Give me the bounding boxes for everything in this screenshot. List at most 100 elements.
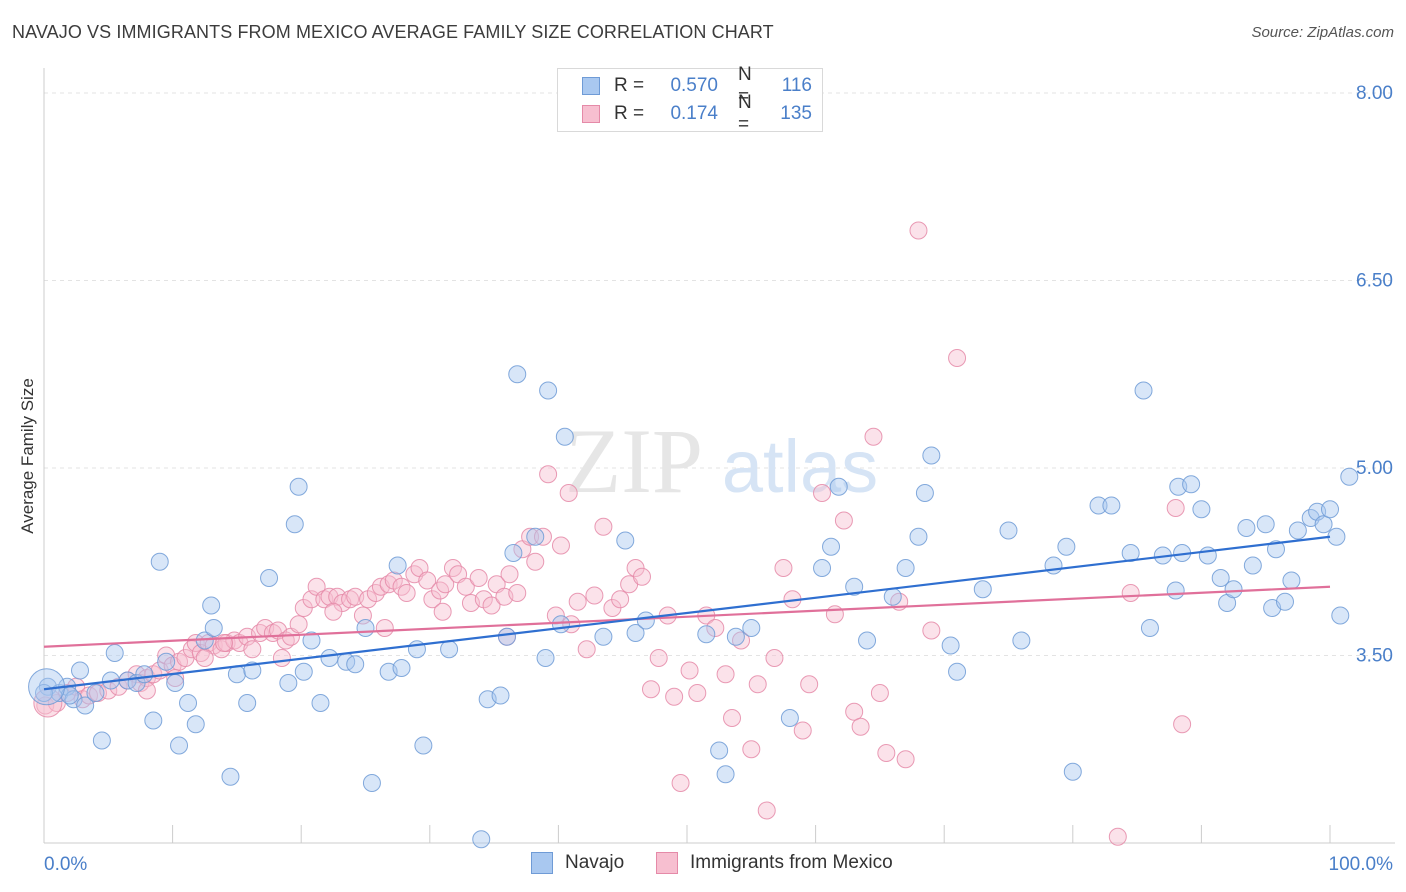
- navajo-point: [636, 611, 655, 630]
- mexico-point: [716, 665, 735, 684]
- mexico-point: [671, 774, 690, 792]
- navajo-point: [186, 715, 205, 734]
- series-legend: Navajo Immigrants from Mexico: [0, 852, 1406, 878]
- navajo-point: [1340, 467, 1359, 486]
- navajo-point: [320, 649, 339, 667]
- navajo-point: [726, 627, 745, 646]
- x-tick-labels: 0.0% 100.0%: [44, 854, 1393, 875]
- navajo-point: [1211, 569, 1230, 587]
- y-tick-label: 3.50: [1356, 646, 1393, 667]
- mexico-point: [546, 606, 565, 625]
- navajo-point: [1057, 537, 1076, 556]
- trend-lines: [43, 535, 1331, 691]
- mexico-point: [539, 465, 558, 484]
- mexico-point: [765, 649, 784, 667]
- chart-title: NAVAJO VS IMMIGRANTS FROM MEXICO AVERAGE…: [12, 22, 774, 42]
- navajo-point: [1134, 381, 1153, 400]
- navajo-point: [1089, 496, 1108, 515]
- mexico-point: [533, 527, 552, 546]
- mexico-point: [649, 649, 668, 667]
- navajo-point: [86, 684, 105, 702]
- legend-item-navajo[interactable]: Navajo: [531, 852, 624, 874]
- mexico-point: [1173, 715, 1192, 734]
- mexico-point: [688, 684, 707, 702]
- navajo-point: [948, 662, 967, 681]
- navajo-point: [973, 580, 992, 599]
- navajo-point: [829, 477, 848, 496]
- navajo-point: [202, 596, 221, 615]
- navajo-point: [302, 631, 321, 650]
- legend-swatch-navajo: [582, 77, 600, 95]
- mexico-point: [272, 649, 291, 667]
- navajo-point: [221, 767, 240, 786]
- legend-label-mexico: Immigrants from Mexico: [690, 852, 893, 873]
- navajo-point: [279, 674, 298, 692]
- mexico-point: [800, 675, 819, 694]
- mexico-point: [551, 536, 570, 555]
- navajo-point: [157, 652, 176, 671]
- mexico-point: [909, 221, 928, 240]
- mexico-point: [757, 801, 776, 820]
- mexico-point: [641, 680, 660, 699]
- navajo-point: [909, 527, 928, 546]
- legend-swatch-mexico: [582, 105, 600, 123]
- y-tick-label: 6.50: [1356, 271, 1393, 292]
- y-tick-label: 8.00: [1356, 83, 1393, 104]
- legend-r-value: 0.570: [670, 75, 718, 96]
- navajo-point: [915, 484, 934, 502]
- navajo-point: [813, 559, 832, 577]
- navajo-point: [1012, 631, 1031, 650]
- legend-n-value: 116: [781, 75, 812, 96]
- y-axis-label: Average Family Size: [18, 378, 37, 534]
- correlation-legend: R = 0.570 N = 116 R = 0.174 N = 135: [557, 64, 823, 135]
- navajo-point: [822, 537, 841, 556]
- mexico-point: [877, 744, 896, 762]
- mexico-point: [526, 552, 545, 571]
- mexico-point: [375, 619, 394, 637]
- navajo-point: [144, 711, 163, 730]
- mexico-point: [896, 750, 915, 769]
- mexico-point: [577, 640, 596, 659]
- navajo-point: [440, 640, 459, 659]
- legend-n-value: 135: [780, 103, 812, 124]
- navajo-point: [1331, 606, 1350, 625]
- navajo-point: [999, 521, 1018, 540]
- mexico-point: [482, 596, 501, 615]
- navajo-point: [1256, 515, 1275, 534]
- mexico-point: [922, 621, 941, 640]
- navajo-point: [508, 365, 527, 384]
- navajo-point: [539, 381, 558, 400]
- mexico-point: [562, 615, 581, 634]
- navajo-point: [1282, 571, 1301, 590]
- legend-row-mexico: R = 0.174 N = 135: [582, 92, 812, 135]
- navajo-point: [1243, 556, 1262, 575]
- navajo-point: [555, 427, 574, 446]
- mexico-point: [948, 349, 967, 367]
- mexico-point: [418, 571, 437, 590]
- mexico-point: [508, 584, 527, 602]
- mexico-point: [469, 569, 488, 587]
- mexico-point: [870, 684, 889, 702]
- navajo-point: [504, 544, 523, 562]
- mexico-point: [436, 575, 455, 594]
- navajo-point: [92, 731, 111, 750]
- legend-label-navajo: Navajo: [565, 852, 625, 873]
- mexico-point: [632, 567, 651, 586]
- mexico-point: [611, 590, 630, 609]
- mexico-trend-line: [43, 585, 1331, 648]
- navajo-point: [626, 624, 645, 642]
- navajo-point: [1140, 619, 1159, 637]
- gridlines: [44, 92, 1395, 656]
- series-navajo-points: [28, 365, 1359, 849]
- source-label[interactable]: Source: ZipAtlas.com: [1251, 24, 1394, 41]
- navajo-point: [346, 655, 365, 674]
- navajo-point: [356, 619, 375, 637]
- navajo-point: [742, 619, 761, 637]
- x-tick-label: 100.0%: [1329, 854, 1394, 875]
- navajo-point: [76, 696, 95, 715]
- navajo-point: [845, 577, 864, 596]
- navajo-point: [227, 665, 246, 684]
- legend-item-mexico[interactable]: Immigrants from Mexico: [656, 852, 893, 874]
- mexico-point: [774, 559, 793, 577]
- navajo-point: [526, 527, 545, 546]
